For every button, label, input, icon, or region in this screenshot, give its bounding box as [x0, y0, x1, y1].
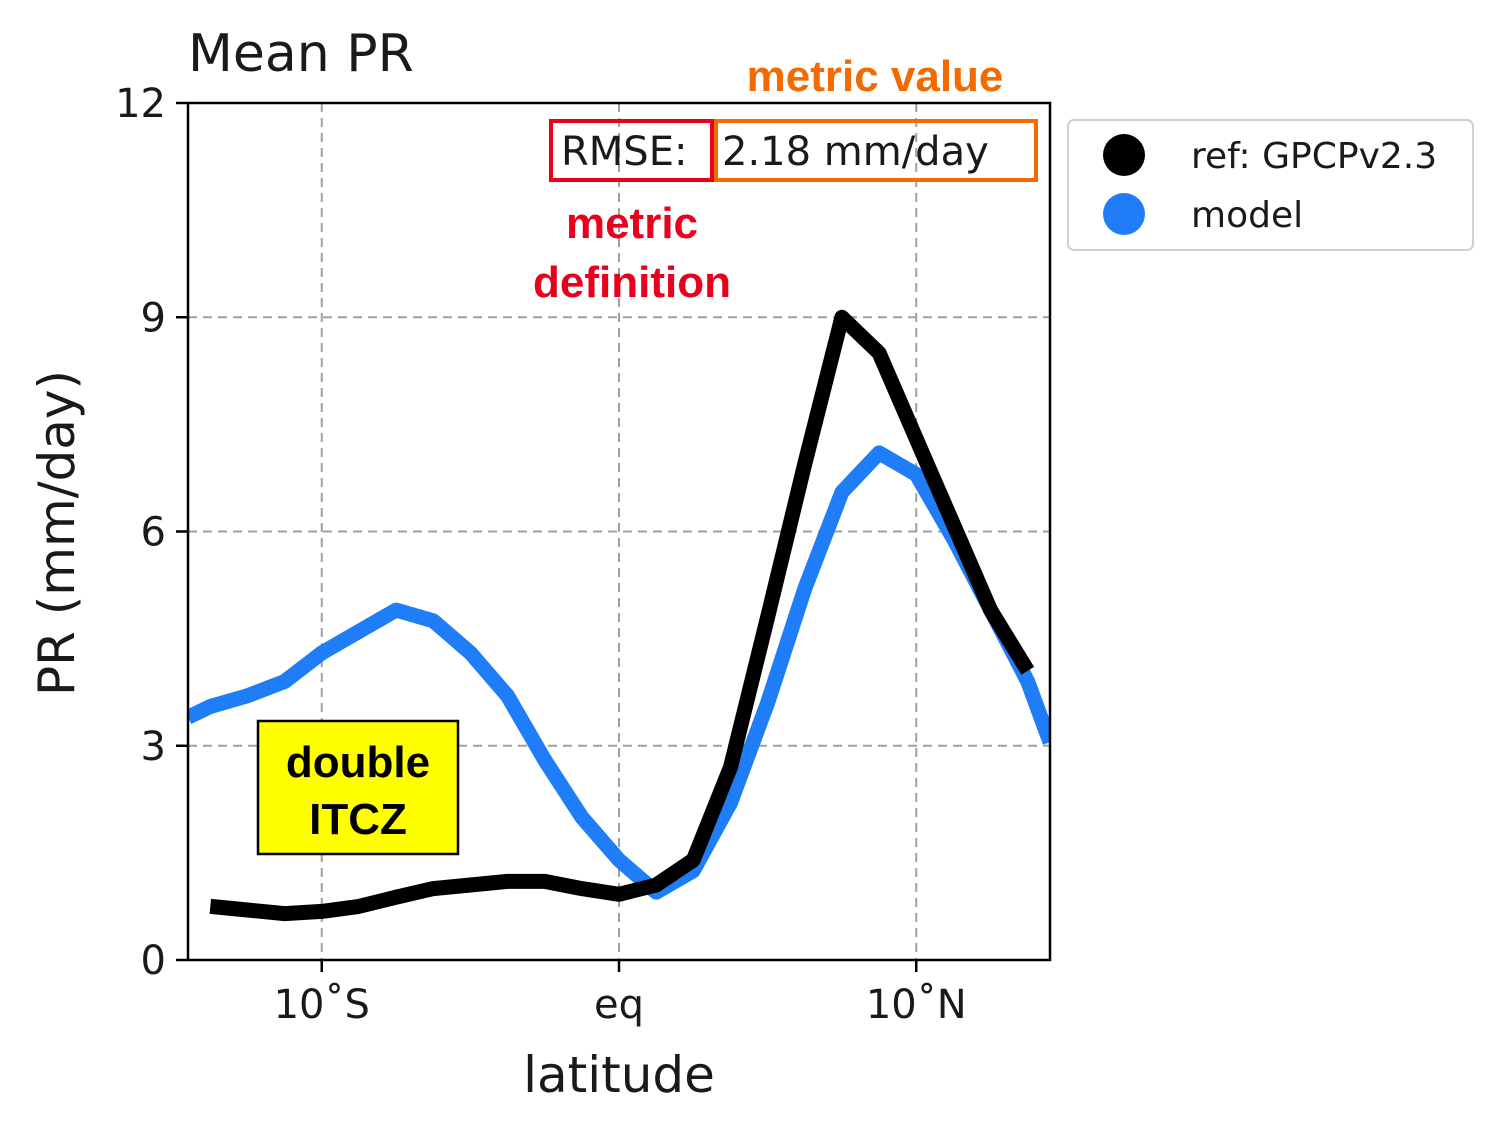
y-tick-label: 0 [141, 938, 166, 984]
axis-ticks: 0 3 6 9 12 10˚S eq 10˚N [115, 81, 967, 1028]
itcz-note-box [256, 719, 460, 856]
chart-title: Mean PR [188, 24, 414, 84]
legend-marker-reference [1103, 134, 1145, 176]
x-tick-label: eq [594, 982, 644, 1028]
plot-frame [186, 101, 1052, 962]
legend-marker-model [1103, 193, 1145, 235]
metric-definition-caption-line2: definition [533, 258, 731, 307]
y-tick-label: 12 [115, 81, 166, 127]
metric-definition-box [549, 119, 714, 182]
itcz-note-line1: double [286, 738, 430, 787]
legend-label-reference: ref: GPCPv2.3 [1191, 136, 1437, 177]
metric-definition-text: RMSE: [561, 129, 687, 175]
model-series-line [188, 445, 1050, 900]
y-tick-label: 9 [141, 295, 166, 341]
itcz-note-line2: ITCZ [309, 795, 407, 844]
x-tick-label: 10˚S [274, 982, 370, 1028]
y-axis-label: PR (mm/day) [28, 370, 86, 696]
y-tick-label: 6 [141, 510, 166, 556]
legend: ref: GPCPv2.3 model [1067, 119, 1474, 251]
y-tick-label: 3 [141, 724, 166, 770]
x-axis-label: latitude [523, 1046, 715, 1104]
metric-value-text: 2.18 mm/day [722, 129, 989, 175]
metric-value-box [714, 119, 1038, 182]
legend-label-model: model [1191, 195, 1303, 236]
series-lines [188, 309, 1050, 922]
metric-definition-caption-line1: metric [566, 199, 698, 248]
metric-value-caption: metric value [747, 52, 1004, 101]
legend-frame [1067, 119, 1474, 251]
x-tick-label: 10˚N [866, 982, 967, 1028]
reference-series-line [209, 309, 1035, 922]
